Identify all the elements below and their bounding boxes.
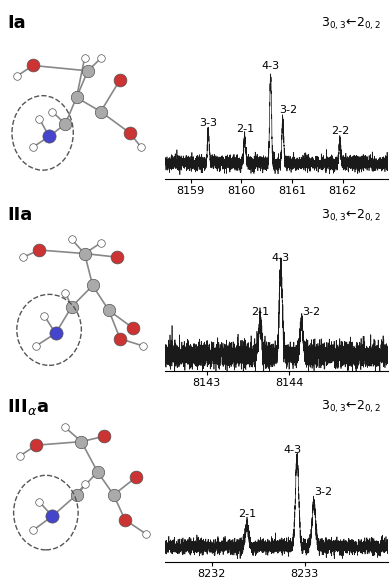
Point <box>62 288 68 297</box>
Point <box>36 497 43 507</box>
Point <box>130 324 136 333</box>
Point <box>62 423 68 432</box>
Point <box>133 472 140 482</box>
Point <box>20 253 26 262</box>
Point <box>117 334 123 343</box>
Text: Ia: Ia <box>7 14 26 32</box>
Point <box>69 302 75 311</box>
Point <box>30 142 36 152</box>
Point <box>49 511 55 521</box>
Point <box>33 440 39 450</box>
Text: $3_{0,3}\!\leftarrow\!2_{0,2}$: $3_{0,3}\!\leftarrow\!2_{0,2}$ <box>321 399 381 415</box>
Point <box>46 132 52 141</box>
Point <box>82 54 88 63</box>
Point <box>30 526 36 535</box>
Point <box>127 128 133 138</box>
Text: $3_{0,3}\!\leftarrow\!2_{0,2}$: $3_{0,3}\!\leftarrow\!2_{0,2}$ <box>321 16 381 32</box>
Point <box>33 341 39 350</box>
Point <box>30 61 36 70</box>
Point <box>14 71 20 81</box>
Point <box>82 479 88 489</box>
Point <box>69 235 75 244</box>
Point <box>98 54 104 63</box>
Text: IIa: IIa <box>7 206 33 224</box>
Point <box>101 432 107 441</box>
Point <box>85 66 91 76</box>
Point <box>41 311 47 320</box>
Point <box>82 249 88 258</box>
Point <box>111 490 117 500</box>
Point <box>17 451 23 461</box>
Point <box>36 114 43 123</box>
Point <box>98 107 104 116</box>
Point <box>143 529 149 539</box>
Point <box>73 93 80 102</box>
Point <box>122 515 128 524</box>
Point <box>106 306 112 315</box>
Point <box>73 490 80 500</box>
Point <box>138 142 144 152</box>
Point <box>78 437 85 446</box>
Point <box>36 245 43 254</box>
Point <box>53 329 59 338</box>
Point <box>89 281 96 290</box>
Point <box>94 467 101 476</box>
Text: $3_{0,3}\!\leftarrow\!2_{0,2}$: $3_{0,3}\!\leftarrow\!2_{0,2}$ <box>321 207 381 224</box>
Point <box>140 341 146 350</box>
Point <box>114 253 120 262</box>
Point <box>49 107 55 116</box>
Point <box>98 238 104 248</box>
Text: III$_\alpha$a: III$_\alpha$a <box>7 397 49 417</box>
Point <box>62 119 68 128</box>
Point <box>117 75 123 84</box>
